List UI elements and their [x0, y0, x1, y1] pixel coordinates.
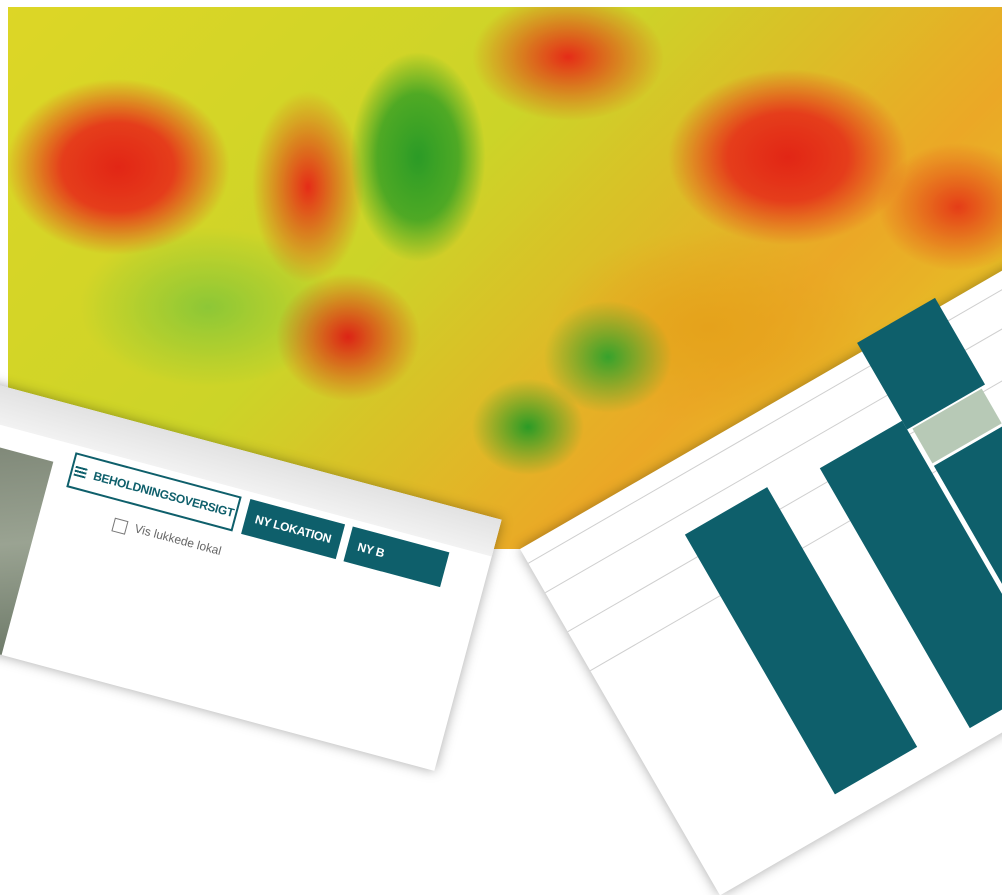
- aerial-image: [0, 438, 53, 655]
- button-label: NY LOKATION: [253, 512, 332, 546]
- checkbox[interactable]: [111, 518, 128, 535]
- page: BEHOLDNINGSOVERSIGT NY LOKATION NY B Vis…: [0, 0, 1002, 549]
- list-icon: [73, 466, 87, 479]
- checkbox-label: Vis lukkede lokal: [133, 521, 223, 558]
- button-label: NY B: [356, 540, 386, 561]
